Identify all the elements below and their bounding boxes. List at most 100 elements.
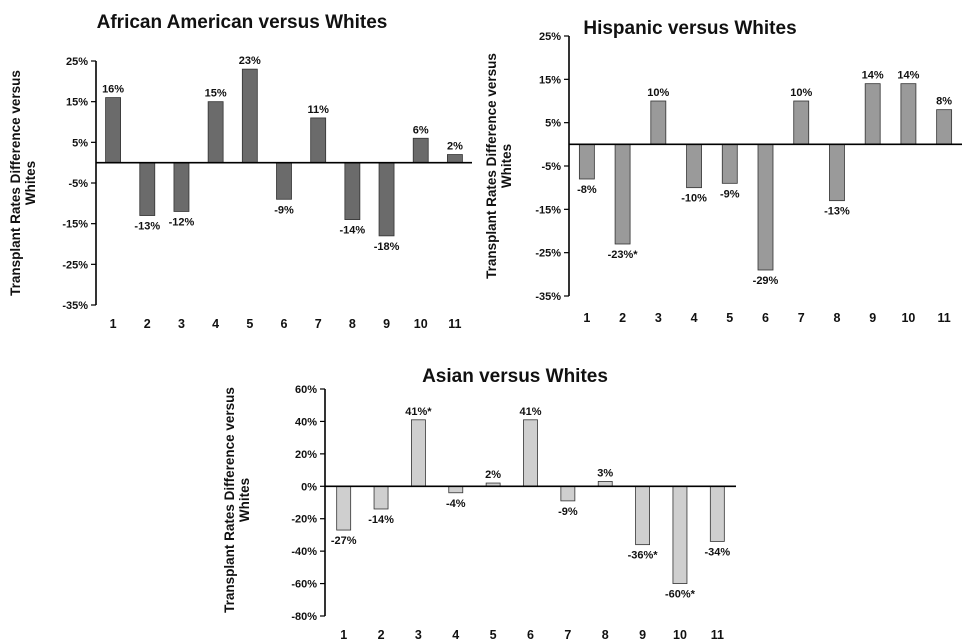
data-label: 2% [485, 469, 501, 481]
data-label: -13% [824, 206, 850, 218]
data-label: -23%* [608, 249, 639, 261]
chart-svg: Asian versus Whites Transplant Rates Diff… [222, 366, 736, 642]
y-axis-title-line: Whites [237, 478, 252, 522]
chart-title: Asian versus Whites [422, 366, 608, 387]
bar [721, 143, 738, 184]
chart-hispanic-vs-whites: Hispanic versus Whites Transplant Rates D… [482, 0, 964, 330]
data-label: 15% [205, 88, 227, 100]
y-tick-label: -20% [291, 514, 317, 526]
y-tick-label: 25% [539, 31, 561, 43]
x-category-label: 4 [452, 628, 459, 642]
data-label: -9% [558, 506, 578, 518]
data-label: -18% [374, 241, 400, 253]
y-tick-label: -80% [291, 611, 317, 623]
y-tick-label: 15% [66, 97, 88, 109]
y-tick-label: -15% [62, 219, 88, 231]
data-label: 3% [597, 467, 613, 479]
y-tick-label: 0% [301, 481, 317, 493]
data-label: 10% [647, 87, 669, 99]
data-label: 2% [447, 141, 463, 153]
bar [523, 419, 538, 487]
y-tick-label: -15% [535, 204, 561, 216]
y-tick-label: 5% [72, 137, 88, 149]
bar [241, 68, 258, 164]
x-category-label: 10 [414, 317, 428, 331]
data-label: 16% [102, 84, 124, 96]
x-category-label: 8 [833, 311, 840, 325]
bar [411, 419, 426, 487]
x-category-label: 5 [246, 317, 253, 331]
bar [447, 154, 463, 164]
chart-svg: African American versus Whites Transplant… [8, 12, 472, 331]
data-label: -4% [446, 498, 466, 510]
x-category-label: 3 [178, 317, 185, 331]
y-tick-label: 15% [539, 74, 561, 86]
bar [900, 83, 917, 145]
chart-title: African American versus Whites [97, 12, 388, 33]
data-label: -14% [340, 225, 366, 237]
y-tick-label: -35% [535, 291, 561, 303]
bar [344, 162, 361, 221]
y-tick-label: 5% [545, 118, 561, 130]
x-category-label: 11 [711, 628, 724, 642]
bar [310, 117, 327, 164]
x-category-label: 5 [490, 628, 497, 642]
x-category-label: 4 [212, 317, 219, 331]
data-label: -10% [681, 193, 707, 205]
bar [276, 162, 292, 200]
bar [373, 485, 389, 510]
x-category-label: 7 [798, 311, 805, 325]
data-label: -14% [368, 514, 394, 526]
data-label: 14% [862, 70, 884, 82]
bar [173, 162, 190, 212]
x-category-label: 9 [639, 628, 646, 642]
data-label: 6% [413, 124, 429, 136]
x-category-label: 10 [673, 628, 687, 642]
y-axis-title-line: Transplant Rates Difference versus [8, 70, 23, 296]
x-category-label: 8 [602, 628, 609, 642]
x-category-label: 1 [110, 317, 117, 331]
x-category-label: 9 [383, 317, 390, 331]
chart-svg: Hispanic versus Whites Transplant Rates D… [484, 18, 962, 325]
data-label: 41% [519, 406, 541, 418]
y-axis-title-line: Whites [499, 144, 514, 188]
bar [936, 109, 953, 145]
data-label: -9% [274, 204, 294, 216]
y-axis-title-line: Transplant Rates Difference versus [484, 53, 499, 279]
x-category-label: 1 [340, 628, 347, 642]
bar [793, 100, 810, 145]
bar [864, 83, 881, 145]
x-category-label: 6 [527, 628, 534, 642]
x-category-label: 11 [938, 311, 951, 325]
y-tick-label: -25% [62, 259, 88, 271]
y-axis-title-line: Transplant Rates Difference versus [222, 387, 237, 613]
y-axis-title: Transplant Rates Difference versusWhites [8, 70, 38, 296]
bar [614, 143, 631, 245]
y-tick-label: -5% [68, 178, 88, 190]
chart-african-american-vs-whites: African American versus Whites Transplant… [0, 0, 482, 331]
x-category-label: 7 [315, 317, 322, 331]
data-label: -9% [720, 188, 740, 200]
x-category-label: 8 [349, 317, 356, 331]
y-axis-title: Transplant Rates Difference versusWhites [222, 387, 252, 613]
y-axis-title-line: Whites [23, 161, 38, 205]
y-tick-label: 40% [295, 416, 317, 428]
data-label: 10% [790, 87, 812, 99]
x-category-label: 1 [583, 311, 590, 325]
y-tick-label: -40% [291, 546, 317, 558]
data-label: 23% [239, 55, 261, 67]
bar [560, 485, 576, 502]
bar [207, 101, 224, 164]
bar [448, 485, 464, 494]
data-label: -60%* [665, 589, 696, 601]
x-category-label: 5 [726, 311, 733, 325]
x-category-label: 9 [869, 311, 876, 325]
y-tick-label: -35% [62, 300, 88, 312]
y-tick-label: -5% [541, 161, 561, 173]
x-category-label: 2 [144, 317, 151, 331]
bar [378, 162, 395, 237]
data-label: 8% [936, 96, 952, 108]
y-tick-label: -60% [291, 579, 317, 591]
x-category-label: 2 [619, 311, 626, 325]
x-category-label: 4 [691, 311, 698, 325]
